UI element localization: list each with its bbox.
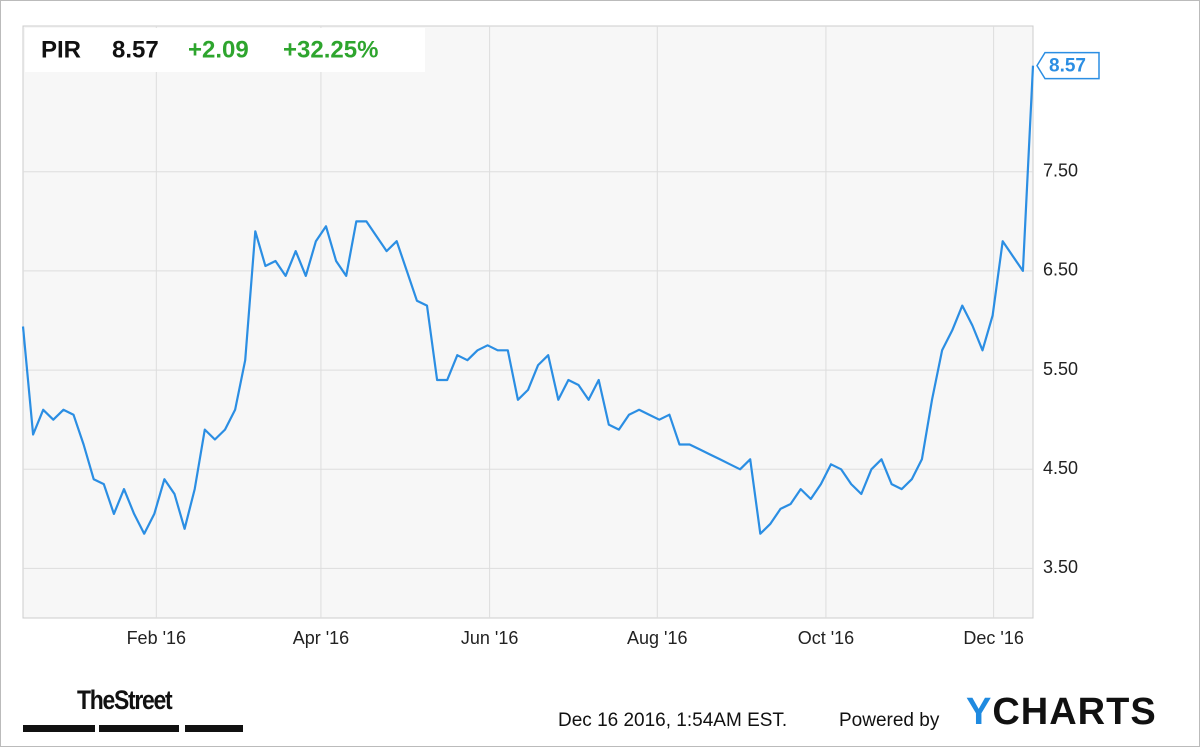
price-line <box>21 65 1035 535</box>
ticker: PIR <box>41 36 81 63</box>
x-tick-label: Aug '16 <box>627 628 688 648</box>
brand-logo: TheStreet <box>77 685 173 715</box>
grid <box>23 26 1033 618</box>
change: +2.09 <box>188 36 249 63</box>
plot-area <box>22 25 1034 619</box>
powered-by: Powered by <box>839 710 940 731</box>
x-tick-label: Jun '16 <box>461 628 518 648</box>
y-tick-label: 4.50 <box>1043 458 1078 478</box>
x-tick-label: Feb '16 <box>127 628 186 648</box>
brand-bars <box>23 725 243 732</box>
last-price-label: 8.57 <box>1049 56 1086 77</box>
header-box <box>25 28 425 72</box>
x-tick-label: Dec '16 <box>963 628 1023 648</box>
last-price-badge <box>1036 51 1100 80</box>
chart: PIR 8.57 +2.09 +32.25% 3.50 4.50 5.50 6.50 7… <box>21 25 1100 648</box>
y-tick-label: 5.50 <box>1043 359 1078 379</box>
y-tick-label: 7.50 <box>1043 161 1078 181</box>
price: 8.57 <box>112 36 159 63</box>
provider-logo: YCHARTS <box>966 691 1157 733</box>
x-tick-label: Oct '16 <box>798 628 854 648</box>
change-pct: +32.25% <box>283 36 378 63</box>
x-tick-label: Apr '16 <box>293 628 349 648</box>
timestamp: Dec 16 2016, 1:54AM EST. <box>558 710 788 731</box>
y-tick-label: 3.50 <box>1043 557 1078 577</box>
y-tick-label: 6.50 <box>1043 260 1078 280</box>
